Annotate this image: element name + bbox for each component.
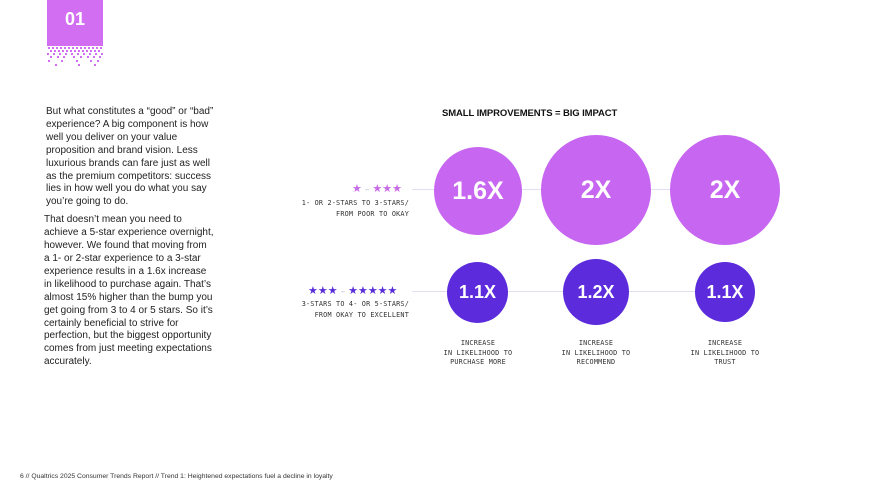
row-1-label: 1- OR 2-STARS TO 3-STARS/ FROM POOR TO O… bbox=[301, 199, 409, 218]
column-label-recommend: INCREASE IN LIKELIHOOD TO RECOMMEND bbox=[561, 339, 631, 366]
column-label-purchase: INCREASE IN LIKELIHOOD TO PURCHASE MORE bbox=[443, 339, 513, 366]
page-footer: 6 // Qualtrics 2025 Consumer Trends Repo… bbox=[20, 473, 333, 480]
bubble-row-2-trust: 1.1X bbox=[695, 262, 755, 322]
star-icon: ★ bbox=[352, 182, 362, 195]
row-2-label: 3-STARS TO 4- OR 5-STARS/ FROM OKAY TO E… bbox=[301, 300, 409, 319]
bubble-row-2-purchase: 1.1X bbox=[447, 262, 508, 323]
star-icon: ★★★★★ bbox=[348, 284, 398, 297]
row-1-stars: ★ – ★★★ bbox=[352, 182, 402, 196]
star-icon: ★★★ bbox=[372, 182, 402, 195]
bubble-row-1-recommend: 2X bbox=[541, 135, 651, 245]
section-number: 01 bbox=[64, 9, 86, 29]
body-copy: But what constitutes a “good” or “bad” e… bbox=[44, 106, 214, 374]
pixel-fade-pattern bbox=[47, 42, 103, 66]
bubble-row-1-purchase: 1.6X bbox=[434, 147, 522, 235]
column-label-trust: INCREASE IN LIKELIHOOD TO TRUST bbox=[690, 339, 760, 366]
paragraph-2: That doesn’t mean you need to achieve a … bbox=[44, 214, 214, 368]
infographic-title: SMALL IMPROVEMENTS = BIG IMPACT bbox=[442, 108, 618, 119]
paragraph-1: But what constitutes a “good” or “bad” e… bbox=[46, 106, 214, 208]
row-2-stars: ★★★ – ★★★★★ bbox=[308, 284, 398, 298]
bubble-row-2-recommend: 1.2X bbox=[563, 259, 629, 325]
section-number-tag: 01 bbox=[47, 0, 103, 45]
bubble-row-1-trust: 2X bbox=[670, 135, 780, 245]
star-icon: ★★★ bbox=[308, 284, 338, 297]
